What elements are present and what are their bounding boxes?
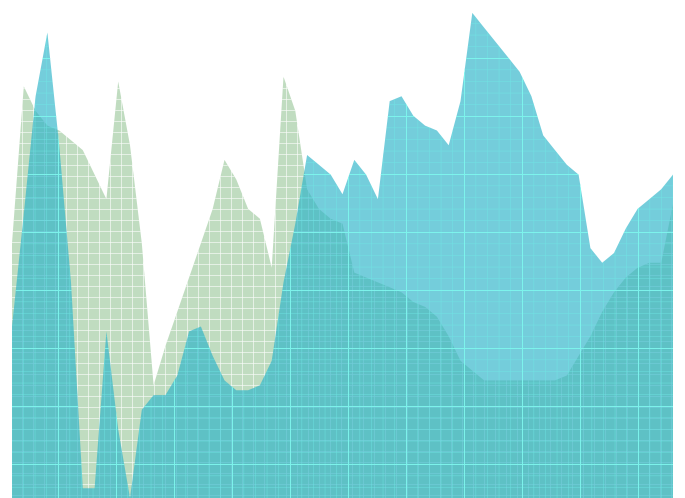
series-layer — [12, 12, 673, 498]
series-2-grid — [12, 12, 673, 498]
series-2-area — [12, 12, 673, 498]
